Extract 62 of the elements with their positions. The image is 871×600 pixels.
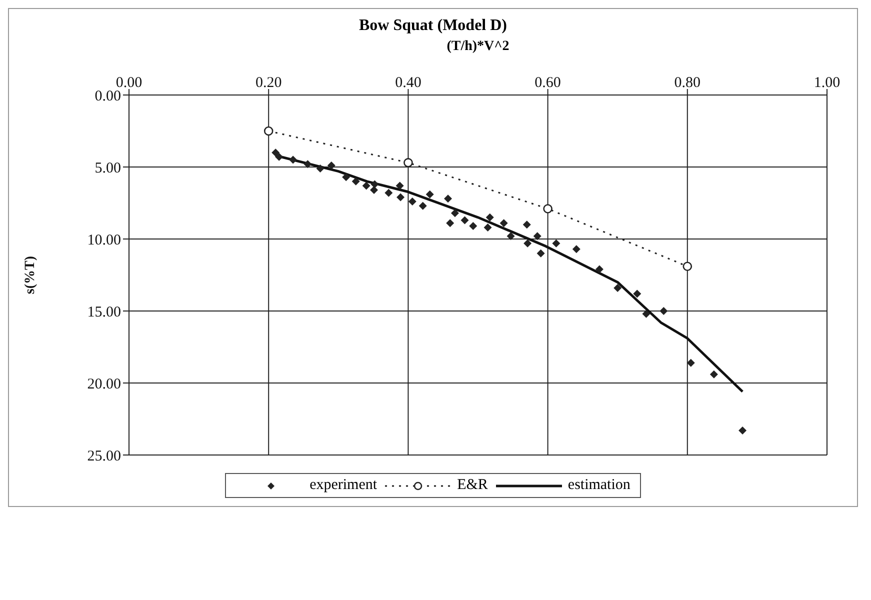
- point: [426, 190, 434, 198]
- y-tick-label: 20.00: [87, 376, 121, 392]
- point: [595, 265, 604, 274]
- y-axis-title: s(%T): [22, 256, 38, 294]
- y-tick-label: 10.00: [87, 232, 121, 248]
- point: [352, 177, 360, 186]
- x-tick-label: 1.00: [814, 75, 840, 91]
- point: [660, 307, 668, 315]
- point: [316, 164, 324, 172]
- point: [682, 262, 692, 272]
- x-tick-label: 0.60: [534, 75, 561, 91]
- point: [342, 173, 350, 182]
- point: [370, 186, 378, 194]
- point: [289, 156, 298, 164]
- point: [522, 220, 531, 229]
- point: [304, 160, 312, 168]
- x-tick-label: 0.40: [395, 75, 422, 91]
- y-tick-label: 5.00: [94, 160, 121, 176]
- point: [552, 239, 560, 248]
- point: [362, 182, 370, 190]
- point: [327, 162, 336, 170]
- point: [450, 209, 459, 218]
- point: [738, 426, 747, 435]
- point: [469, 222, 478, 230]
- point: [384, 188, 393, 197]
- point: [614, 284, 622, 292]
- point: [404, 158, 413, 168]
- point: [533, 232, 542, 240]
- x-axis-title: (T/h)*V^2: [446, 39, 510, 55]
- point: [536, 249, 545, 258]
- point: [686, 358, 695, 367]
- point: [500, 219, 508, 228]
- point: [484, 223, 492, 232]
- point: [264, 126, 274, 136]
- legend-label: estimation: [568, 477, 630, 494]
- legend-label: E&R: [457, 477, 488, 494]
- y-tick-label: 25.00: [87, 448, 121, 464]
- y-tick-label: 0.00: [94, 88, 121, 104]
- legend-label: experiment: [310, 477, 378, 494]
- point: [408, 198, 416, 206]
- point: [418, 202, 427, 210]
- point: [572, 245, 580, 254]
- point: [396, 182, 404, 190]
- point: [446, 219, 454, 228]
- point: [444, 194, 452, 203]
- point: [370, 180, 379, 188]
- point: [460, 216, 469, 224]
- x-tick-label: 0.80: [674, 75, 701, 91]
- x-tick-label: 0.00: [116, 75, 142, 91]
- point: [633, 290, 642, 298]
- point: [506, 232, 515, 240]
- point: [642, 310, 650, 318]
- x-tick-label: 0.20: [255, 75, 282, 91]
- point: [275, 152, 284, 161]
- point: [486, 213, 494, 222]
- point: [396, 193, 405, 202]
- point: [524, 239, 532, 248]
- chart-title: Bow Squat (Model D): [358, 17, 508, 35]
- point: [272, 148, 280, 157]
- point: [543, 204, 552, 214]
- y-tick-label: 15.00: [87, 304, 121, 320]
- point: [710, 370, 718, 378]
